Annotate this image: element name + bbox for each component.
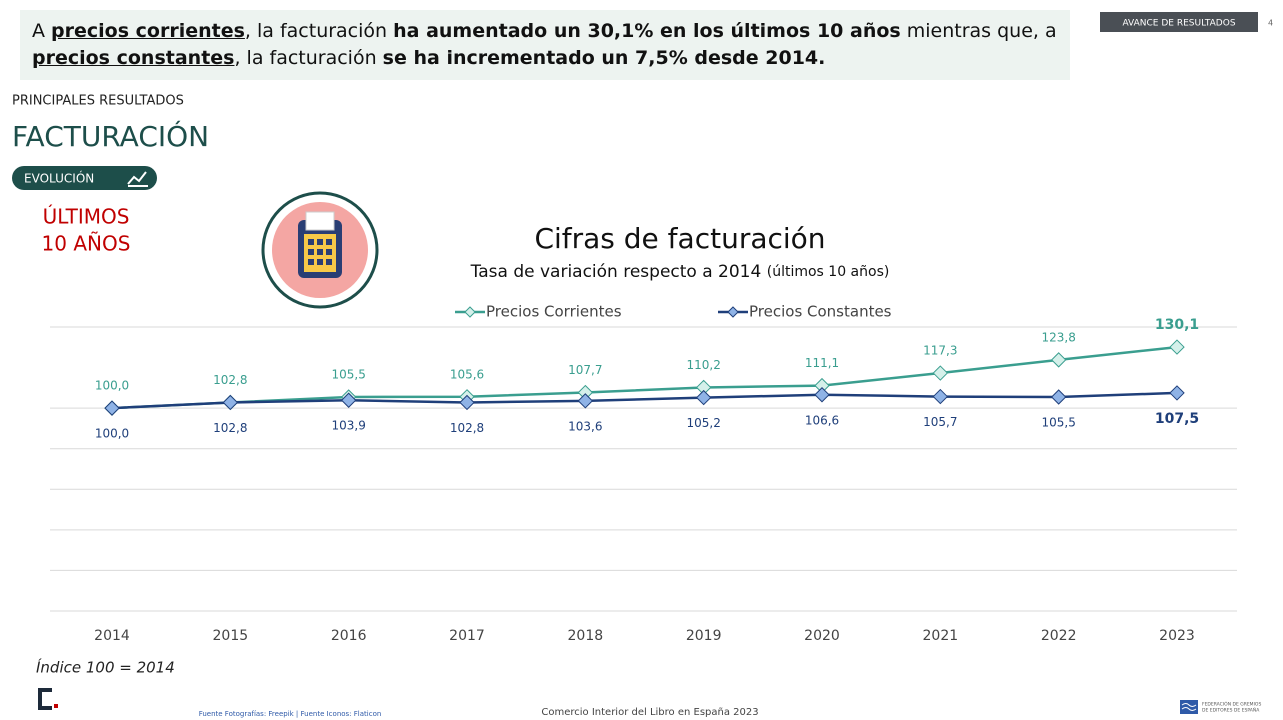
data-label: 100,0 bbox=[95, 379, 129, 393]
page-number: 4 bbox=[1268, 19, 1273, 28]
headline: A precios corrientes, la facturación ha … bbox=[20, 10, 1070, 80]
headline-part: se ha incrementado un 7,5% desde 2014. bbox=[382, 47, 826, 69]
footer-center: Comercio Interior del Libro en España 20… bbox=[541, 707, 758, 718]
badge: AVANCE DE RESULTADOS bbox=[1122, 19, 1235, 29]
x-tick-label: 2019 bbox=[686, 628, 722, 644]
badge-bg bbox=[1100, 12, 1258, 32]
x-tick-label: 2017 bbox=[449, 628, 485, 644]
x-tick-label: 2021 bbox=[923, 628, 959, 644]
data-label: 110,2 bbox=[686, 358, 720, 372]
x-tick-label: 2020 bbox=[804, 628, 840, 644]
data-label: 103,9 bbox=[331, 419, 365, 433]
data-label: 117,3 bbox=[923, 344, 957, 358]
data-label: 103,6 bbox=[568, 419, 602, 433]
marker bbox=[814, 387, 830, 403]
note: Índice 100 = 2014 bbox=[36, 658, 175, 677]
marker bbox=[1050, 389, 1067, 405]
subtitle-note: (últimos 10 años) bbox=[767, 264, 890, 280]
data-label: 102,8 bbox=[450, 421, 484, 435]
headline-part: mientras que, a bbox=[900, 20, 1057, 42]
subtitle: Tasa de variación respecto a 2014 bbox=[470, 262, 762, 282]
headline-part: precios constantes bbox=[32, 47, 235, 69]
logo-text: FEDERACIÓN DE GREMIOS bbox=[1202, 701, 1261, 708]
headline-part: precios corrientes bbox=[51, 20, 245, 42]
section: PRINCIPALES RESULTADOS bbox=[12, 94, 184, 109]
federation-logo bbox=[1180, 700, 1198, 714]
data-label: 107,7 bbox=[568, 363, 602, 377]
data-label: 130,1 bbox=[1155, 317, 1199, 333]
x-tick-label: 2018 bbox=[568, 628, 604, 644]
headline-part: A bbox=[32, 20, 52, 42]
data-label: 107,5 bbox=[1155, 411, 1199, 427]
marker bbox=[932, 388, 949, 405]
marker bbox=[577, 393, 594, 409]
x-tick-label: 2015 bbox=[213, 628, 249, 644]
legend-marker bbox=[727, 306, 739, 318]
data-label: 123,8 bbox=[1041, 330, 1075, 344]
data-label: 111,1 bbox=[805, 356, 839, 370]
marker bbox=[1169, 385, 1185, 401]
marker bbox=[1050, 352, 1067, 368]
chart-subtitle: Tasa de variación respecto a 2014 (últim… bbox=[470, 262, 890, 282]
logo-text: DE EDITORES DE ESPAÑA bbox=[1202, 707, 1260, 714]
headline-part: ha aumentado un 30,1% en los últimos 10 … bbox=[393, 20, 901, 42]
data-label: 102,8 bbox=[213, 373, 247, 387]
series-line bbox=[111, 345, 1178, 410]
marker bbox=[932, 365, 949, 381]
calculator-icon bbox=[261, 191, 379, 309]
legend-label: Precios Constantes bbox=[749, 303, 892, 321]
logo-c bbox=[38, 688, 58, 710]
data-label: 105,6 bbox=[450, 367, 484, 381]
x-tick-label: 2014 bbox=[94, 628, 130, 644]
pill-bg bbox=[12, 166, 157, 190]
marker bbox=[222, 394, 239, 411]
data-label: 102,8 bbox=[213, 421, 247, 435]
data-label: 105,7 bbox=[923, 415, 957, 429]
marker bbox=[459, 394, 475, 411]
data-label: 105,5 bbox=[331, 367, 365, 381]
x-tick-label: 2022 bbox=[1041, 628, 1077, 644]
period: 10 AÑOS bbox=[42, 232, 131, 256]
period: ÚLTIMOS bbox=[43, 205, 130, 229]
pill-icon bbox=[127, 171, 148, 187]
data-label: 106,6 bbox=[805, 413, 839, 427]
marker bbox=[1169, 339, 1185, 355]
data-label: 105,2 bbox=[686, 416, 720, 430]
marker bbox=[340, 392, 357, 408]
chart-title: Cifras de facturación bbox=[534, 222, 825, 255]
legend-marker bbox=[464, 306, 476, 318]
x-tick-label: 2016 bbox=[331, 628, 367, 644]
legend-label: Precios Corrientes bbox=[486, 303, 622, 321]
marker bbox=[104, 400, 120, 416]
marker bbox=[695, 389, 712, 406]
sources: Fuente Fotografías: Freepik | Fuente Ico… bbox=[199, 710, 382, 718]
pill: EVOLUCIÓN bbox=[24, 171, 94, 186]
headline-part: , la facturación bbox=[244, 20, 394, 42]
data-label: 105,5 bbox=[1041, 415, 1075, 429]
series-line bbox=[111, 391, 1178, 410]
x-tick-label: 2023 bbox=[1159, 628, 1195, 644]
data-label: 100,0 bbox=[95, 427, 129, 441]
headline-part: , la facturación bbox=[234, 47, 383, 69]
heading: FACTURACIÓN bbox=[12, 119, 209, 153]
